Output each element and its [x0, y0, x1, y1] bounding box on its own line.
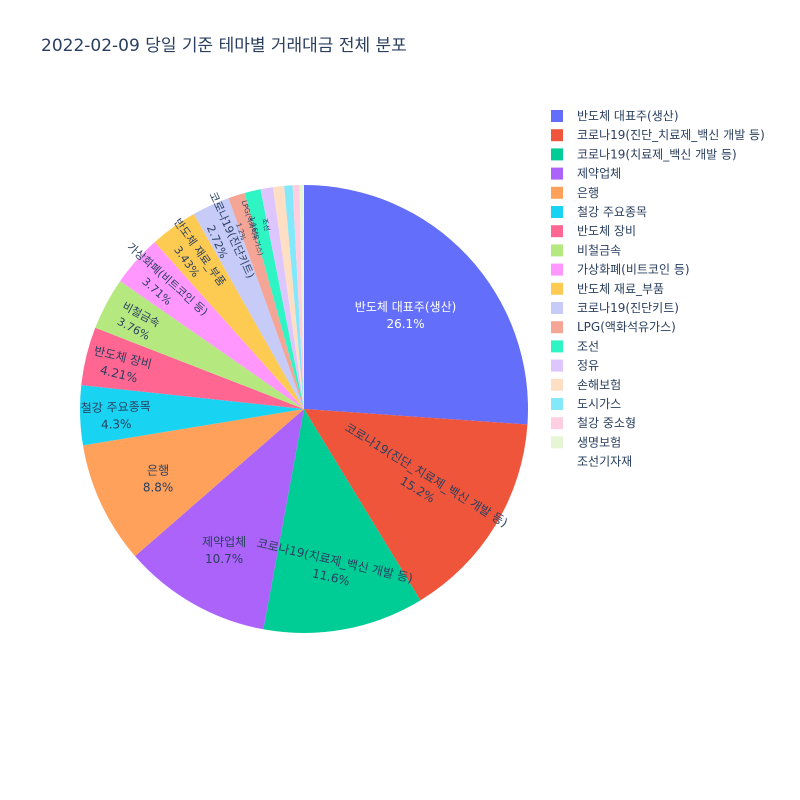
legend-item[interactable]: 코로나19(진단_치료제_백신 개발 등)	[551, 128, 765, 142]
legend-swatch	[551, 436, 563, 449]
legend-item[interactable]: 코로나19(치료제_백신 개발 등)	[551, 147, 737, 161]
legend-label: 반도체 재료_부품	[577, 282, 664, 296]
slice-label: 은행 8.8%	[143, 463, 174, 495]
pie-slices	[80, 185, 528, 633]
legend-swatch	[551, 225, 563, 238]
legend-item[interactable]: 가상화폐(비트코인 등)	[551, 263, 690, 277]
legend-item[interactable]: 정유	[551, 359, 599, 373]
slice-label: 제약업체 10.7%	[202, 534, 246, 566]
legend-swatch	[551, 340, 563, 353]
legend-label: 손해보험	[577, 378, 621, 392]
legend[interactable]: 반도체 대표주(생산) 코로나19(진단_치료제_백신 개발 등) 코로나19(치료…	[551, 109, 765, 469]
slice-label-name: 반도체 대표주(생산)	[355, 300, 457, 314]
pie-slice[interactable]	[263, 409, 421, 633]
pie-slice[interactable]	[80, 385, 304, 446]
legend-swatch	[551, 244, 563, 257]
legend-item[interactable]: 코로나19(진단키트)	[551, 301, 679, 315]
slice-label-name: 은행	[147, 463, 169, 478]
legend-swatch	[551, 417, 563, 430]
slice-label: 철강 주요종목 4.3%	[81, 399, 151, 432]
legend-label: 철강 중소형	[577, 416, 636, 430]
chart-title: 2022-02-09 당일 기준 테마별 거래대금 전체 분포	[41, 36, 407, 56]
legend-item[interactable]: 비철금속	[551, 243, 621, 257]
pie-slice[interactable]	[95, 281, 305, 409]
legend-swatch	[551, 186, 563, 199]
legend-item[interactable]: 도시가스	[551, 397, 621, 411]
legend-label: 생명보험	[577, 435, 621, 449]
slice-label-name: 조선	[260, 217, 272, 232]
legend-item[interactable]: 조선기자재	[551, 455, 632, 469]
legend-label: 비철금속	[577, 243, 621, 257]
legend-swatch	[551, 148, 563, 161]
legend-label: 도시가스	[577, 397, 621, 411]
legend-swatch	[551, 282, 563, 295]
legend-swatch	[551, 263, 563, 276]
legend-label: 정유	[577, 359, 599, 373]
legend-item[interactable]: 철강 중소형	[551, 416, 636, 430]
legend-item[interactable]: 조선	[551, 339, 599, 353]
pie-slice[interactable]	[120, 242, 304, 409]
pie-slice[interactable]	[299, 185, 304, 409]
slice-label-percent: 8.8%	[143, 481, 174, 495]
legend-label: 조선기자재	[577, 455, 632, 469]
legend-label: 코로나19(진단_치료제_백신 개발 등)	[577, 128, 765, 142]
legend-item[interactable]: 철강 주요종목	[551, 205, 647, 219]
pie-slice[interactable]	[154, 214, 304, 409]
legend-swatch	[551, 378, 563, 391]
legend-swatch	[551, 455, 563, 468]
legend-label: 조선	[577, 339, 599, 353]
pie-slice[interactable]	[260, 187, 304, 409]
legend-label: 가상화폐(비트코인 등)	[577, 263, 690, 277]
legend-swatch	[551, 129, 563, 142]
legend-item[interactable]: 반도체 대표주(생산)	[551, 109, 679, 123]
pie-slice[interactable]	[284, 185, 304, 409]
legend-swatch	[551, 359, 563, 372]
pie-slice[interactable]	[304, 185, 528, 425]
legend-label: 제약업체	[577, 166, 621, 181]
legend-item[interactable]: LPG(액화석유가스)	[551, 320, 676, 334]
legend-item[interactable]: 은행	[551, 185, 599, 200]
legend-swatch	[551, 206, 563, 218]
legend-label: 반도체 장비	[577, 224, 636, 238]
pie-slice[interactable]	[81, 327, 304, 409]
legend-swatch	[551, 321, 563, 334]
slice-label-name: 철강 주요종목	[81, 399, 151, 415]
slice-label-percent: 10.7%	[205, 552, 243, 566]
pie-slice[interactable]	[193, 198, 304, 409]
legend-swatch	[551, 167, 563, 180]
pie-slice[interactable]	[244, 189, 304, 409]
legend-item[interactable]: 반도체 장비	[551, 224, 636, 238]
legend-label: 반도체 대표주(생산)	[577, 109, 679, 123]
slice-label: 반도체 대표주(생산) 26.1%	[355, 300, 457, 331]
slice-label-percent: 4.3%	[101, 417, 132, 432]
pie-slice[interactable]	[304, 409, 528, 601]
legend-label: 코로나19(진단키트)	[577, 301, 679, 315]
pie-slice[interactable]	[272, 185, 304, 409]
slice-label-name: 제약업체	[202, 534, 246, 549]
legend-swatch	[551, 302, 563, 314]
legend-item[interactable]: 반도체 재료_부품	[551, 282, 664, 296]
legend-label: 코로나19(치료제_백신 개발 등)	[577, 147, 737, 161]
legend-item[interactable]: 생명보험	[551, 435, 621, 449]
legend-item[interactable]: 제약업체	[551, 166, 621, 181]
legend-label: LPG(액화석유가스)	[577, 320, 676, 334]
legend-label: 철강 주요종목	[577, 205, 647, 219]
pie-slice[interactable]	[82, 409, 304, 557]
legend-swatch	[551, 398, 563, 410]
pie-slice[interactable]	[292, 185, 304, 409]
pie-slice[interactable]	[228, 193, 304, 409]
legend-label: 은행	[577, 185, 599, 200]
legend-item[interactable]: 손해보험	[551, 378, 621, 392]
pie-slice[interactable]	[135, 409, 304, 630]
legend-swatch	[551, 110, 563, 122]
slice-label-percent: 26.1%	[386, 317, 424, 331]
